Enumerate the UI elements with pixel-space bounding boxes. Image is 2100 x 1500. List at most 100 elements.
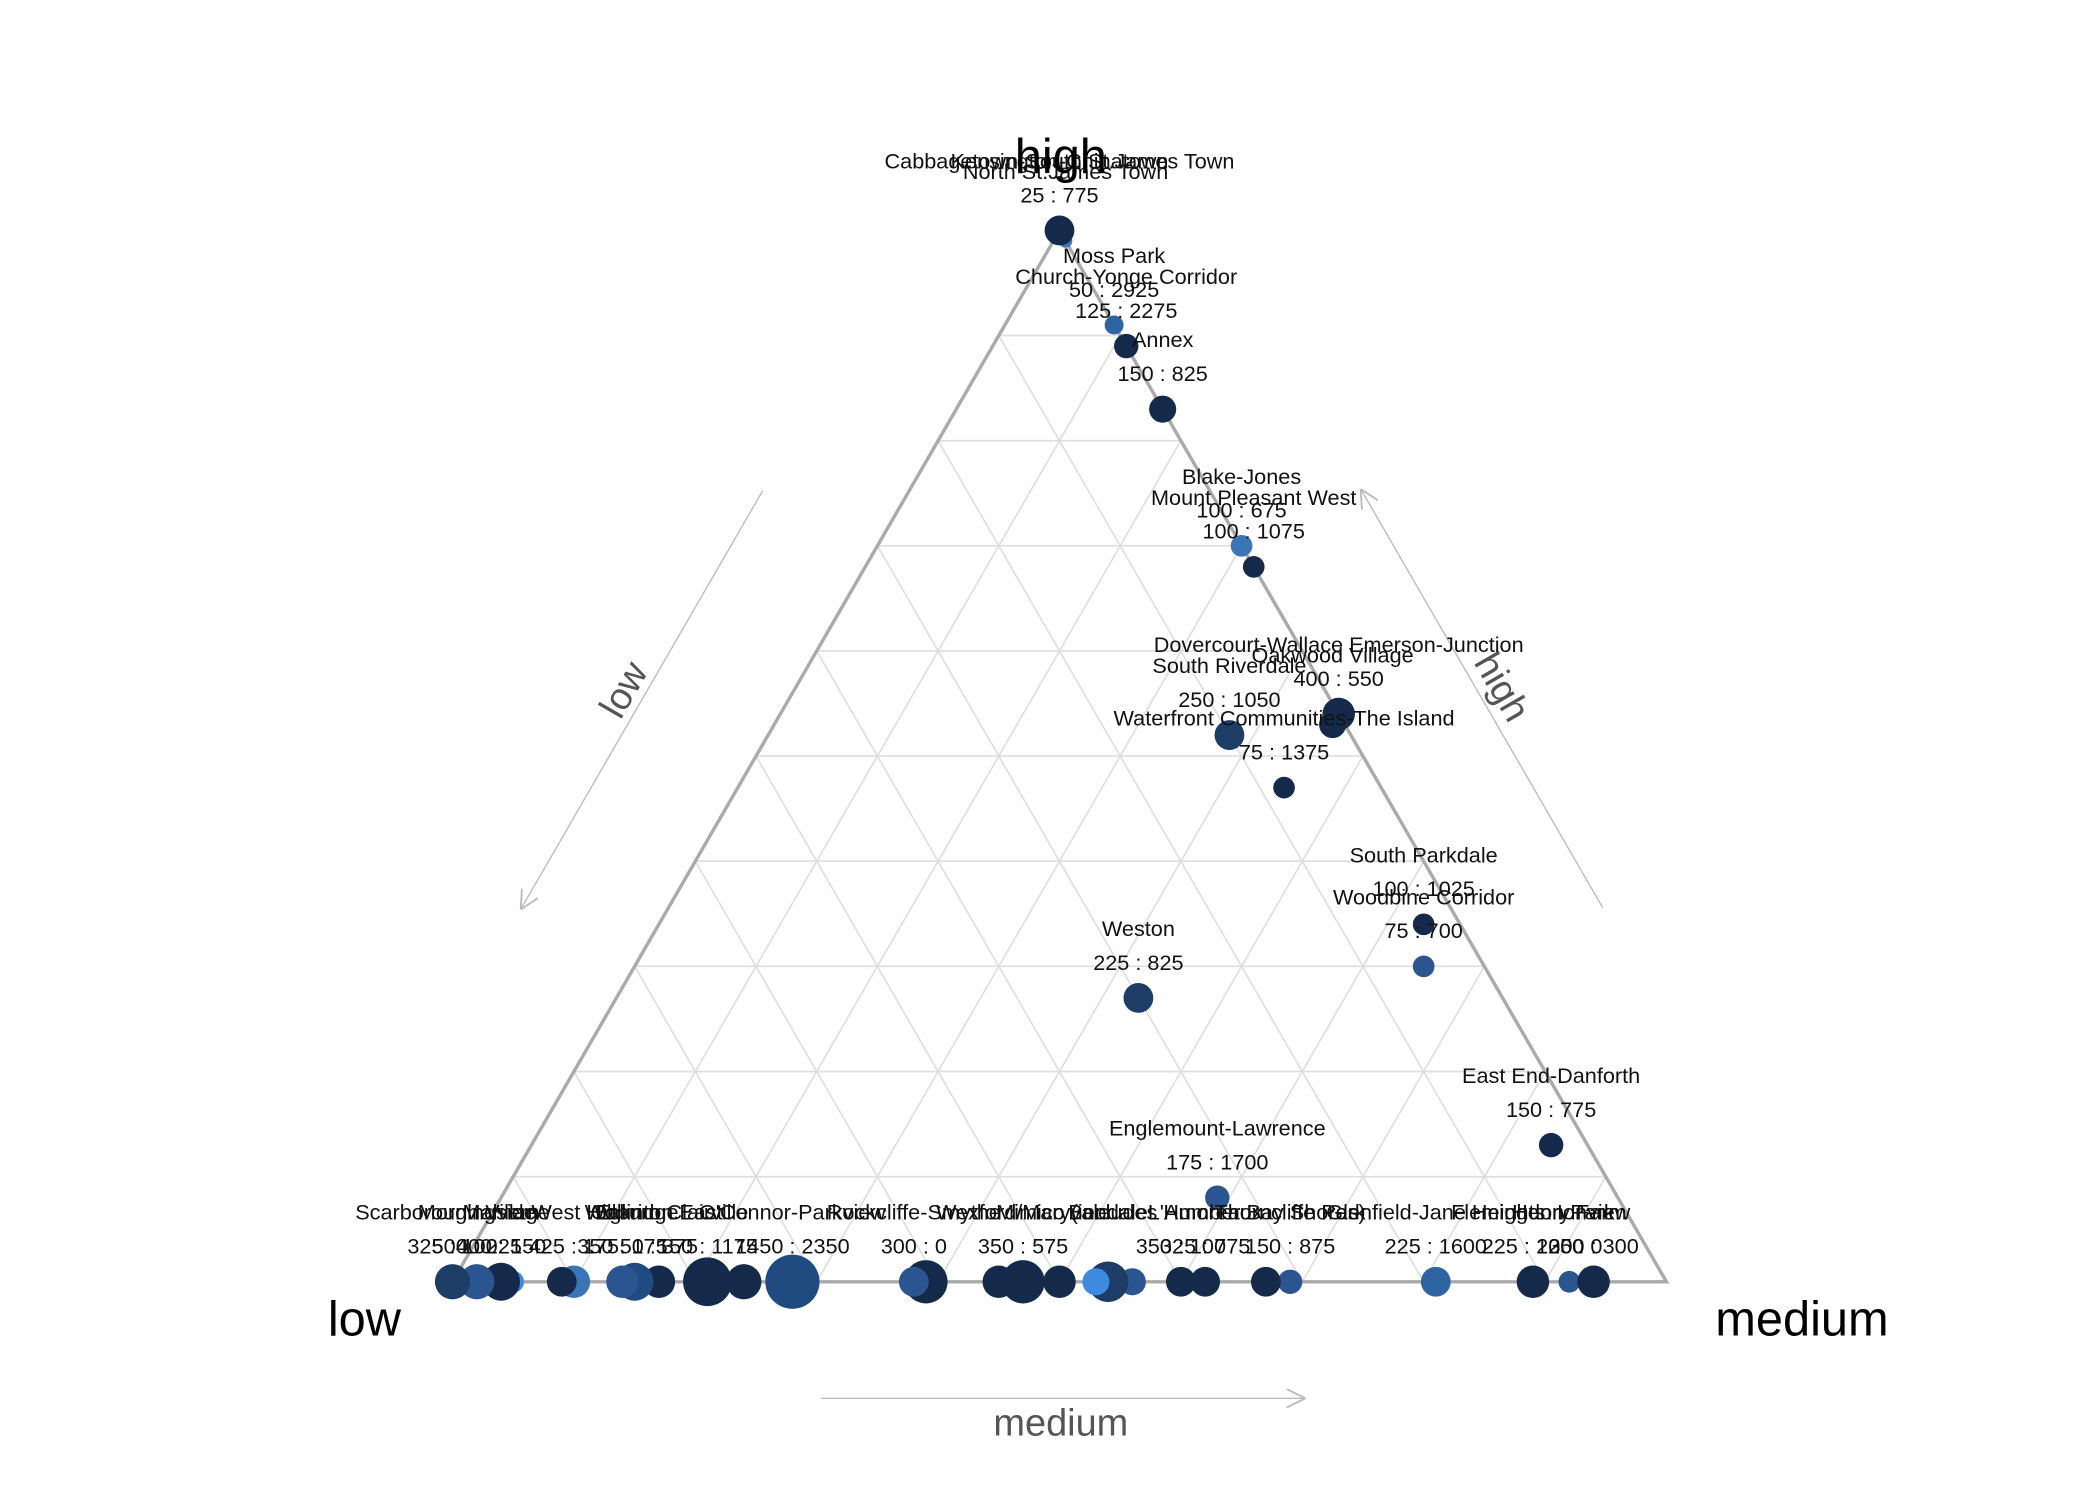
point (1577, 1265, 1610, 1299)
point-name: Woburn (585, 1200, 660, 1225)
point-name: Henry Farm (1512, 1200, 1626, 1225)
point (434, 1264, 471, 1300)
point (546, 1266, 577, 1297)
point-value-label: 75 : 1375 (1239, 739, 1329, 764)
grid-line (1544, 1176, 1607, 1283)
grid-line (1058, 755, 1364, 1283)
grid-line (694, 860, 939, 1283)
point-name: Blake-Jones (1182, 464, 1301, 489)
point-name: Ionview (1557, 1200, 1631, 1225)
point (1123, 983, 1154, 1013)
point (459, 1264, 495, 1300)
corner-label-medium: medium (1715, 1292, 1888, 1346)
point-name: Englemount-Lawrence (1109, 1116, 1326, 1141)
point (1516, 1265, 1550, 1299)
point-value-label: 150 : 775 (1506, 1097, 1596, 1122)
point-name: Annex (1132, 327, 1194, 352)
point (1149, 395, 1177, 423)
point (1277, 1269, 1303, 1294)
point (606, 1265, 639, 1299)
point-value-label: 225 : 1600 (1385, 1234, 1487, 1259)
corner-label-low: low (328, 1292, 402, 1346)
grid-line (876, 545, 1303, 1283)
point (1104, 315, 1124, 335)
point (1273, 776, 1295, 799)
point-name: O'Connor-Parkview (699, 1200, 886, 1225)
point (1250, 1266, 1281, 1297)
point-name: Kensington-Chinatown (951, 148, 1169, 173)
point (1420, 1266, 1451, 1297)
point-name: Flemingdon Park (1451, 1200, 1615, 1225)
point (1242, 556, 1265, 578)
grid-line (573, 1071, 697, 1283)
point-name: South Riverdale (1152, 653, 1306, 678)
corner-label-high: high (1015, 130, 1107, 184)
point-value-label: 425 : 175 (529, 1234, 619, 1259)
point-name: Clairville (667, 1200, 749, 1225)
point (765, 1254, 820, 1309)
point-value-label: 400 : 550 (1294, 666, 1384, 691)
point-value-label: 225 : 825 (1093, 950, 1183, 975)
point-value-label: 125 : 2275 (1075, 298, 1177, 323)
point (1043, 1265, 1076, 1299)
point-name: Church-Yonge Corridor (1015, 264, 1237, 289)
point-value-label: 150 : 825 (1118, 361, 1208, 386)
point-value-label: 175 : 1700 (1166, 1150, 1268, 1175)
point-name: Mimico (includes Humber Bay Shores) (996, 1200, 1365, 1225)
point-name: Glenfield-Jane Heights (1326, 1200, 1545, 1225)
point-value-label: 100 : 675 (1196, 498, 1286, 523)
point-value-label: 350 : 100 (1136, 1234, 1226, 1259)
high-axis-title: high (1465, 646, 1537, 729)
point (1001, 1260, 1045, 1304)
grid-line (755, 755, 1061, 1283)
point-value-label: 100 : 1075 (1203, 519, 1305, 544)
points (434, 215, 1610, 1309)
point-name: Waterfront Communities-The Island (1114, 706, 1455, 731)
point (898, 1266, 929, 1297)
grid-line (1301, 965, 1486, 1283)
point-value-label: 300 : 0 (881, 1234, 947, 1259)
grid-line (1422, 1071, 1546, 1283)
point (1538, 1132, 1564, 1158)
point (1412, 913, 1435, 936)
grid (512, 334, 1607, 1283)
point-name: Oakridge (591, 1200, 679, 1225)
point-value-label: 300 : 300 (1548, 1234, 1638, 1259)
point-value-label: 225 : 1250 (1482, 1234, 1584, 1259)
low-axis-title: low (592, 654, 657, 725)
grid-line (633, 965, 818, 1283)
point-value-label: 150 : 875 (1245, 1234, 1335, 1259)
point-value-label: 350 : 575 (978, 1234, 1068, 1259)
point-name: Mount Pleasant West (1151, 485, 1356, 510)
point (1190, 1266, 1221, 1297)
point (982, 1265, 1016, 1299)
point-value-label: 325 : 100 (407, 1234, 497, 1259)
point (1412, 955, 1435, 978)
point-name: L'Amoreaux (1148, 1200, 1263, 1225)
point-value-label: 25 : 775 (1020, 182, 1098, 207)
point (1214, 720, 1245, 750)
point (1558, 1270, 1581, 1293)
point-value-label: 100 : 1025 (1372, 876, 1474, 901)
point-name: Eglinton East (595, 1200, 723, 1225)
point (1082, 1268, 1110, 1296)
point-value-label: 325 : 775 (1160, 1234, 1250, 1259)
low-axis-arrow (522, 490, 764, 908)
point-value-label: 1450 : 2350 (735, 1234, 849, 1259)
point-value-label: 200 : 0 (1536, 1234, 1602, 1259)
point-name: Oakwood Village (1252, 643, 1414, 668)
point (1044, 215, 1075, 246)
point (683, 1257, 732, 1307)
point-name: North St.James Town (963, 159, 1168, 184)
point-value-label: 350 : 175 (577, 1234, 667, 1259)
point (1165, 1266, 1196, 1297)
grid-line (512, 1176, 575, 1283)
point-value-label: 50 : 2925 (1069, 277, 1159, 302)
grid-line (573, 335, 1121, 1283)
point-name: West Hill (531, 1200, 616, 1225)
point-value-label: 250 : 1050 (1178, 687, 1280, 712)
point (726, 1264, 762, 1300)
grid-line (815, 545, 1243, 1283)
